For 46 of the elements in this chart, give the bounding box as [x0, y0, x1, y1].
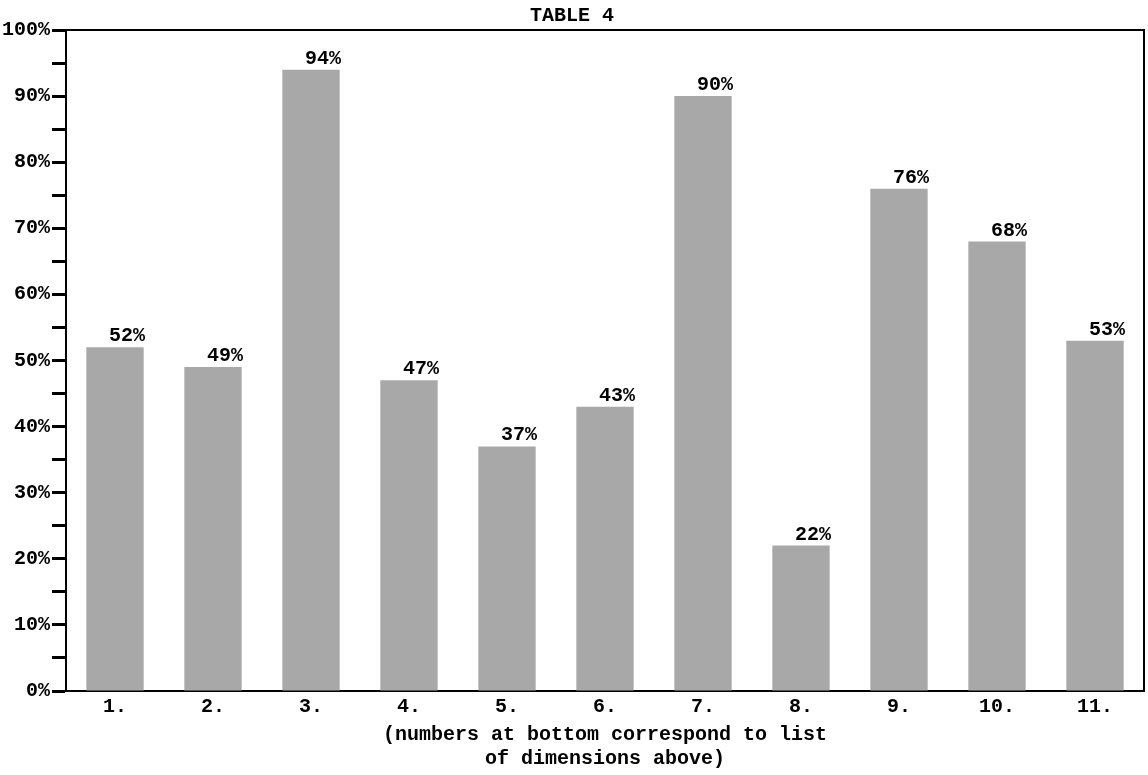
- x-tick-label: 2.: [201, 695, 226, 719]
- x-tick-label: 10.: [978, 695, 1016, 719]
- chart-title: TABLE 4: [529, 4, 615, 28]
- bar: [184, 367, 242, 691]
- data-label: 76%: [892, 165, 930, 189]
- bar: [772, 545, 830, 691]
- y-tick-label: 80%: [13, 150, 51, 174]
- bar: [870, 188, 928, 691]
- bar: [86, 347, 144, 691]
- data-label: 52%: [109, 324, 146, 348]
- y-tick-label: 20%: [13, 546, 51, 570]
- y-tick-label: 30%: [13, 480, 51, 504]
- y-tick-label: 100%: [1, 18, 51, 42]
- x-axis-title: (numbers at bottom correspond to list of dimensions above): [382, 723, 828, 771]
- bar: [380, 380, 438, 691]
- x-tick-label: 3.: [299, 695, 324, 719]
- y-tick-label: 0%: [25, 679, 51, 703]
- bar: [282, 69, 340, 691]
- y-tick-label: 50%: [13, 348, 51, 372]
- bar: [478, 446, 536, 691]
- x-tick-label: 7.: [691, 695, 716, 719]
- x-tick-label: 4.: [397, 695, 422, 719]
- data-label: 94%: [305, 46, 342, 70]
- y-tick-label: 40%: [13, 414, 51, 438]
- bar: [576, 406, 634, 691]
- bar: [968, 241, 1026, 691]
- data-label: 90%: [697, 73, 734, 97]
- bar: [674, 96, 732, 691]
- data-label: 68%: [990, 218, 1028, 242]
- data-label: 43%: [599, 383, 636, 407]
- x-tick-label: 1.: [103, 695, 128, 719]
- bar: [1066, 340, 1124, 691]
- x-tick-label: 5.: [495, 695, 520, 719]
- data-label: 47%: [403, 357, 440, 381]
- x-tick-label: 11.: [1076, 695, 1114, 719]
- y-tick-label: 10%: [13, 612, 51, 636]
- data-label: 49%: [207, 344, 244, 368]
- x-tick-label: 8.: [788, 695, 814, 719]
- y-tick-label: 90%: [13, 84, 51, 108]
- data-label: 22%: [794, 522, 832, 546]
- y-tick-label: 60%: [13, 282, 51, 306]
- x-tick-label: 9.: [886, 695, 912, 719]
- data-label: 37%: [501, 423, 538, 447]
- data-label: 53%: [1088, 317, 1126, 341]
- y-tick-label: 70%: [13, 216, 51, 240]
- x-tick-label: 6.: [593, 695, 618, 719]
